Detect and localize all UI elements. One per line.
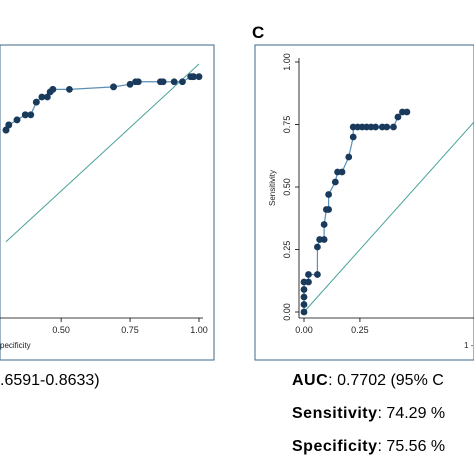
- reference-line: [303, 121, 474, 313]
- x-tick-label: 0.00: [295, 325, 313, 335]
- x-tick-label: 0.50: [52, 325, 70, 335]
- roc-point: [345, 153, 353, 161]
- roc-point: [383, 123, 391, 131]
- roc-point: [349, 133, 357, 141]
- auc-value: : 0.7702 (95% C: [328, 372, 444, 389]
- right-x-axis-label: 1 -: [464, 341, 474, 350]
- roc-point: [394, 113, 402, 121]
- roc-point: [38, 93, 46, 101]
- roc-point: [331, 178, 339, 186]
- roc-point: [5, 121, 13, 129]
- left-auc-stats: .6591-0.8633): [0, 372, 100, 390]
- sensitivity-stats: Sensitivity: 74.29 %: [292, 405, 445, 423]
- sensitivity-value: : 74.29 %: [377, 405, 446, 422]
- roc-point: [320, 236, 328, 243]
- roc-point: [403, 108, 411, 116]
- right-roc-plot: [300, 108, 474, 316]
- y-tick-label: 0.75: [282, 116, 292, 134]
- x-tick-label: 0.75: [121, 325, 139, 335]
- y-tick-label: 1.00: [282, 53, 292, 71]
- auc-label: AUC: [292, 372, 329, 389]
- roc-point: [305, 271, 312, 278]
- roc-point: [32, 98, 40, 106]
- roc-point: [27, 111, 35, 119]
- x-tick-label: 1.00: [190, 325, 208, 335]
- left-x-ticks: 0.50 0.75 1.00: [52, 318, 208, 335]
- sensitivity-label: Sensitivity: [292, 405, 378, 422]
- left-x-axis-label: pecificity: [0, 341, 31, 350]
- roc-point: [300, 286, 308, 293]
- roc-point: [159, 78, 167, 86]
- roc-point: [390, 123, 397, 131]
- y-tick-label: 0.25: [282, 241, 292, 259]
- left-auc-ci-text: .6591-0.8633): [0, 372, 100, 389]
- reference-line: [5, 63, 200, 243]
- specificity-stats: Specificity: 75.56 %: [292, 438, 445, 456]
- roc-point: [179, 78, 186, 86]
- y-tick-label: 0.00: [282, 303, 292, 321]
- specificity-label: Specificity: [292, 438, 378, 455]
- roc-point: [314, 243, 321, 251]
- right-x-ticks: 0.00 0.25: [295, 318, 369, 335]
- roc-point: [300, 301, 308, 308]
- roc-point: [43, 93, 51, 101]
- roc-point: [49, 86, 57, 93]
- roc-point: [13, 116, 21, 124]
- left-panel-frame: [0, 44, 215, 361]
- left-roc-plot: [2, 63, 203, 243]
- specificity-value: : 75.56 %: [377, 438, 446, 455]
- roc-point: [190, 73, 197, 81]
- roc-point: [21, 111, 29, 119]
- roc-point: [325, 191, 333, 198]
- roc-point: [126, 80, 134, 88]
- roc-point: [170, 78, 178, 86]
- x-tick-label: 0.25: [351, 325, 369, 335]
- right-y-axis-label: Sensitivity: [268, 170, 277, 206]
- roc-point: [300, 308, 308, 316]
- right-y-ticks: 0.00 0.25 0.50 0.75 1.00: [282, 53, 299, 321]
- roc-point: [305, 278, 312, 286]
- roc-point: [338, 168, 346, 176]
- roc-point: [110, 83, 117, 91]
- roc-point: [134, 78, 142, 86]
- roc-point: [314, 271, 321, 278]
- roc-point: [325, 206, 333, 213]
- roc-point: [2, 126, 10, 134]
- roc-point: [66, 86, 73, 93]
- roc-point: [300, 293, 308, 301]
- panel-label-c: C: [252, 23, 264, 42]
- roc-point: [195, 73, 203, 81]
- roc-point: [320, 221, 328, 228]
- auc-stats: AUC: 0.7702 (95% C: [292, 372, 444, 390]
- roc-point: [372, 123, 379, 131]
- y-tick-label: 0.50: [282, 178, 292, 196]
- right-panel-frame: [254, 44, 474, 361]
